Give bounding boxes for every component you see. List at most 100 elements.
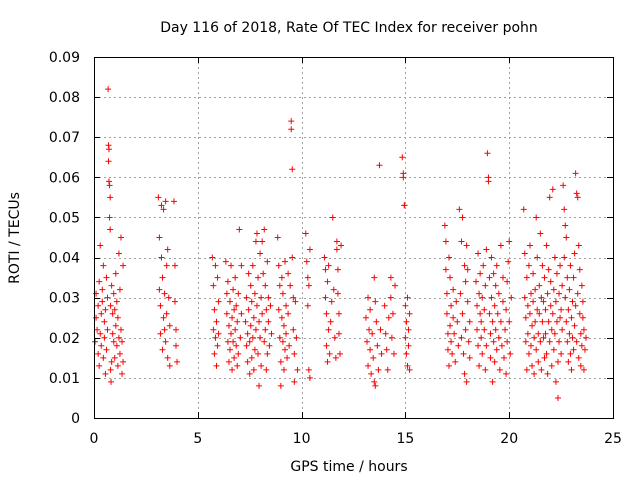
data-point	[116, 350, 123, 357]
data-point	[450, 286, 457, 293]
data-point	[174, 358, 181, 365]
data-point	[335, 330, 342, 337]
data-point	[166, 362, 173, 369]
data-point	[173, 342, 180, 349]
data-point	[573, 338, 580, 345]
data-point	[403, 318, 410, 325]
data-point	[234, 362, 241, 369]
data-point	[493, 262, 500, 269]
data-point	[93, 290, 100, 297]
data-point	[390, 350, 397, 357]
data-points	[92, 86, 590, 401]
data-point	[534, 306, 541, 313]
data-point	[479, 350, 486, 357]
data-point	[454, 318, 461, 325]
data-point	[232, 326, 239, 333]
data-point	[554, 394, 561, 401]
data-point	[552, 298, 559, 305]
data-point	[480, 262, 487, 269]
data-point	[544, 290, 551, 297]
data-point	[562, 294, 569, 301]
data-point	[371, 274, 378, 281]
data-point	[103, 274, 110, 281]
data-point	[575, 354, 582, 361]
data-point	[108, 358, 115, 365]
data-point	[567, 350, 574, 357]
data-point	[404, 294, 411, 301]
data-point	[261, 338, 268, 345]
y-tick-label: 0.02	[49, 331, 80, 347]
data-point	[160, 314, 167, 321]
y-tick-label: 0.04	[49, 251, 80, 267]
data-point	[290, 294, 297, 301]
data-point	[156, 234, 163, 241]
x-tick-labels: 0 5 10 15 20 25	[90, 431, 622, 447]
data-point	[571, 250, 578, 257]
data-point	[274, 234, 281, 241]
data-point	[107, 302, 114, 309]
data-point	[246, 338, 253, 345]
data-point	[107, 366, 114, 373]
data-point	[526, 310, 533, 317]
data-point	[265, 294, 272, 301]
data-point	[522, 338, 529, 345]
data-point	[258, 294, 265, 301]
data-point	[530, 298, 537, 305]
data-point	[238, 310, 245, 317]
data-point	[442, 266, 449, 273]
data-point	[476, 362, 483, 369]
data-point	[286, 342, 293, 349]
data-point	[275, 262, 282, 269]
data-point	[322, 266, 329, 273]
data-point	[579, 298, 586, 305]
data-point	[362, 314, 369, 321]
data-point	[572, 302, 579, 309]
data-point	[160, 206, 167, 213]
data-point	[526, 242, 533, 249]
data-point	[531, 334, 538, 341]
data-point	[210, 326, 217, 333]
data-point	[330, 286, 337, 293]
data-point	[547, 278, 554, 285]
data-point	[288, 118, 295, 125]
y-tick-label: 0.05	[49, 210, 80, 226]
data-point	[377, 326, 384, 333]
data-point	[367, 306, 374, 313]
data-point	[366, 326, 373, 333]
data-point	[475, 250, 482, 257]
data-point	[338, 242, 345, 249]
data-point	[159, 274, 166, 281]
data-point	[103, 346, 110, 353]
data-point	[460, 350, 467, 357]
data-point	[209, 254, 216, 261]
data-point	[234, 318, 241, 325]
data-point	[443, 310, 450, 317]
data-point	[543, 350, 550, 357]
data-point	[506, 238, 513, 245]
data-point	[264, 350, 271, 357]
data-point	[554, 358, 561, 365]
data-point	[387, 294, 394, 301]
data-point	[304, 302, 311, 309]
data-point	[303, 258, 310, 265]
data-point	[375, 366, 382, 373]
data-point	[105, 146, 112, 153]
x-tick-label: 25	[604, 431, 622, 447]
data-point	[249, 262, 256, 269]
data-point	[285, 310, 292, 317]
data-point	[215, 298, 222, 305]
data-point	[581, 346, 588, 353]
data-point	[406, 310, 413, 317]
data-point	[247, 322, 254, 329]
data-point	[321, 254, 328, 261]
data-point	[479, 294, 486, 301]
data-point	[399, 154, 406, 161]
data-point	[289, 166, 296, 173]
data-point	[96, 278, 103, 285]
data-point	[566, 286, 573, 293]
data-point	[463, 242, 470, 249]
data-point	[173, 326, 180, 333]
data-point	[458, 238, 465, 245]
data-point	[402, 334, 409, 341]
data-point	[222, 258, 229, 265]
